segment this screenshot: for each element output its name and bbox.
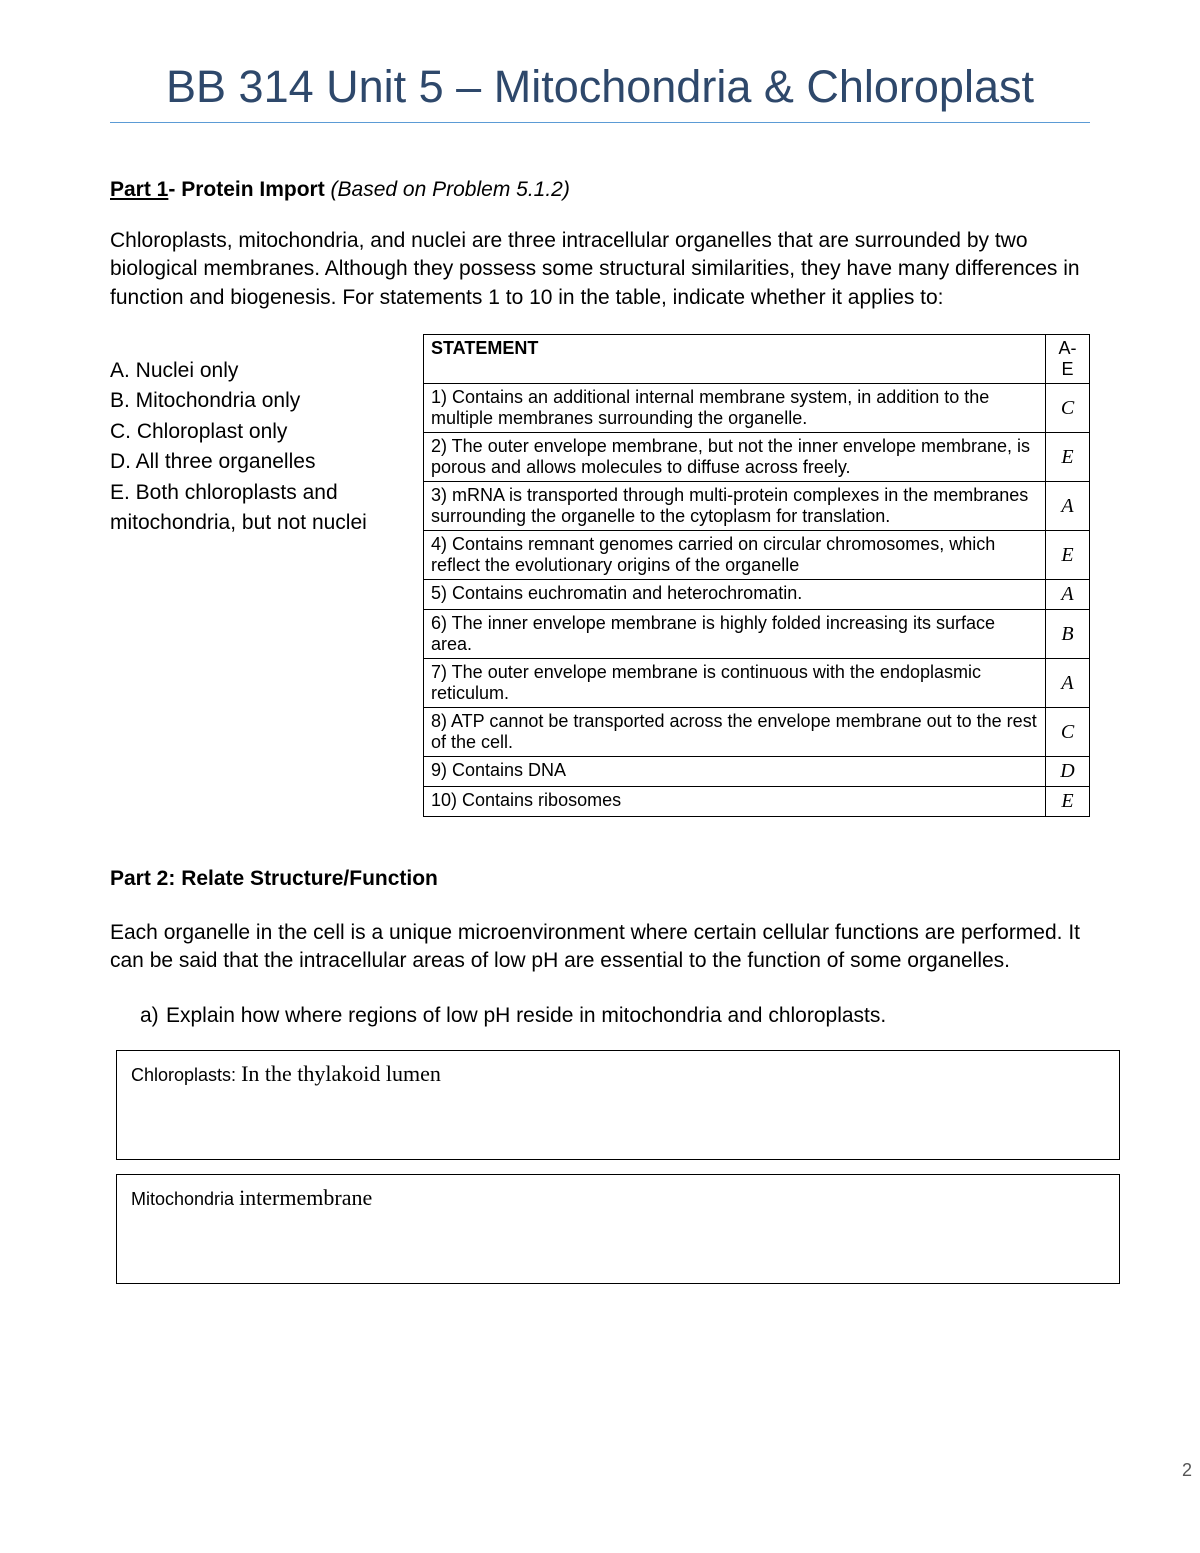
answer-cell: C (1046, 384, 1090, 433)
answer-box-mitochondria: Mitochondria intermembrane (116, 1174, 1120, 1284)
table-row: 8) ATP cannot be transported across the … (424, 708, 1090, 757)
answer-cell: A (1046, 482, 1090, 531)
answer-cell: E (1046, 531, 1090, 580)
part2-heading: Part 2: Relate Structure/Function (110, 867, 1090, 891)
answer-cell: D (1046, 757, 1090, 787)
question-number: a) (140, 1004, 166, 1028)
handwritten-answer: intermembrane (239, 1185, 372, 1210)
legend-item: E. Both chloroplasts and mitochondria, b… (110, 478, 405, 539)
answer-cell: C (1046, 708, 1090, 757)
statement-cell: 4) Contains remnant genomes carried on c… (424, 531, 1046, 580)
part1-heading: Part 1- Protein Import (Based on Problem… (110, 178, 1090, 202)
answer-cell: A (1046, 659, 1090, 708)
legend-item: B. Mitochondria only (110, 386, 405, 416)
title-block: BB 314 Unit 5 – Mitochondria & Chloropla… (110, 60, 1090, 123)
part1-title: - Protein Import (168, 178, 330, 201)
question-a: a)Explain how where regions of low pH re… (110, 1004, 1090, 1028)
header-answer: A-E (1046, 335, 1090, 384)
document-title: BB 314 Unit 5 – Mitochondria & Chloropla… (110, 60, 1090, 114)
statement-cell: 7) The outer envelope membrane is contin… (424, 659, 1046, 708)
part2-intro: Each organelle in the cell is a unique m… (110, 919, 1090, 976)
part1-label: Part 1 (110, 178, 168, 201)
table-row: 1) Contains an additional internal membr… (424, 384, 1090, 433)
statement-cell: 1) Contains an additional internal membr… (424, 384, 1046, 433)
question-text: Explain how where regions of low pH resi… (166, 1004, 886, 1027)
answer-box-chloroplasts: Chloroplasts: In the thylakoid lumen (116, 1050, 1120, 1160)
statement-cell: 5) Contains euchromatin and heterochroma… (424, 580, 1046, 610)
answer-cell: B (1046, 610, 1090, 659)
legend-item: C. Chloroplast only (110, 417, 405, 447)
table-row: 9) Contains DNAD (424, 757, 1090, 787)
worksheet-page: BB 314 Unit 5 – Mitochondria & Chloropla… (0, 0, 1200, 1553)
table-header-row: STATEMENT A-E (424, 335, 1090, 384)
statement-cell: 3) mRNA is transported through multi-pro… (424, 482, 1046, 531)
legend: A. Nuclei only B. Mitochondria only C. C… (110, 334, 405, 539)
table-row: 3) mRNA is transported through multi-pro… (424, 482, 1090, 531)
page-number: 2 (1182, 1460, 1192, 1481)
handwritten-answer: In the thylakoid lumen (241, 1061, 441, 1086)
part1-intro: Chloroplasts, mitochondria, and nuclei a… (110, 227, 1090, 312)
statement-cell: 8) ATP cannot be transported across the … (424, 708, 1046, 757)
box-label: Mitochondria (131, 1189, 239, 1209)
table-row: 6) The inner envelope membrane is highly… (424, 610, 1090, 659)
statement-cell: 9) Contains DNA (424, 757, 1046, 787)
table-row: 2) The outer envelope membrane, but not … (424, 433, 1090, 482)
answer-cell: E (1046, 787, 1090, 817)
answer-cell: E (1046, 433, 1090, 482)
header-statement: STATEMENT (424, 335, 1046, 384)
statement-cell: 6) The inner envelope membrane is highly… (424, 610, 1046, 659)
split-container: A. Nuclei only B. Mitochondria only C. C… (110, 334, 1090, 817)
statement-table: STATEMENT A-E 1) Contains an additional … (423, 334, 1090, 817)
statement-cell: 10) Contains ribosomes (424, 787, 1046, 817)
box-label: Chloroplasts: (131, 1065, 241, 1085)
statement-cell: 2) The outer envelope membrane, but not … (424, 433, 1046, 482)
table-row: 7) The outer envelope membrane is contin… (424, 659, 1090, 708)
part1-based: (Based on Problem 5.1.2) (331, 178, 570, 201)
legend-item: D. All three organelles (110, 447, 405, 477)
table-row: 5) Contains euchromatin and heterochroma… (424, 580, 1090, 610)
table-row: 4) Contains remnant genomes carried on c… (424, 531, 1090, 580)
legend-item: A. Nuclei only (110, 356, 405, 386)
answer-cell: A (1046, 580, 1090, 610)
table-row: 10) Contains ribosomesE (424, 787, 1090, 817)
